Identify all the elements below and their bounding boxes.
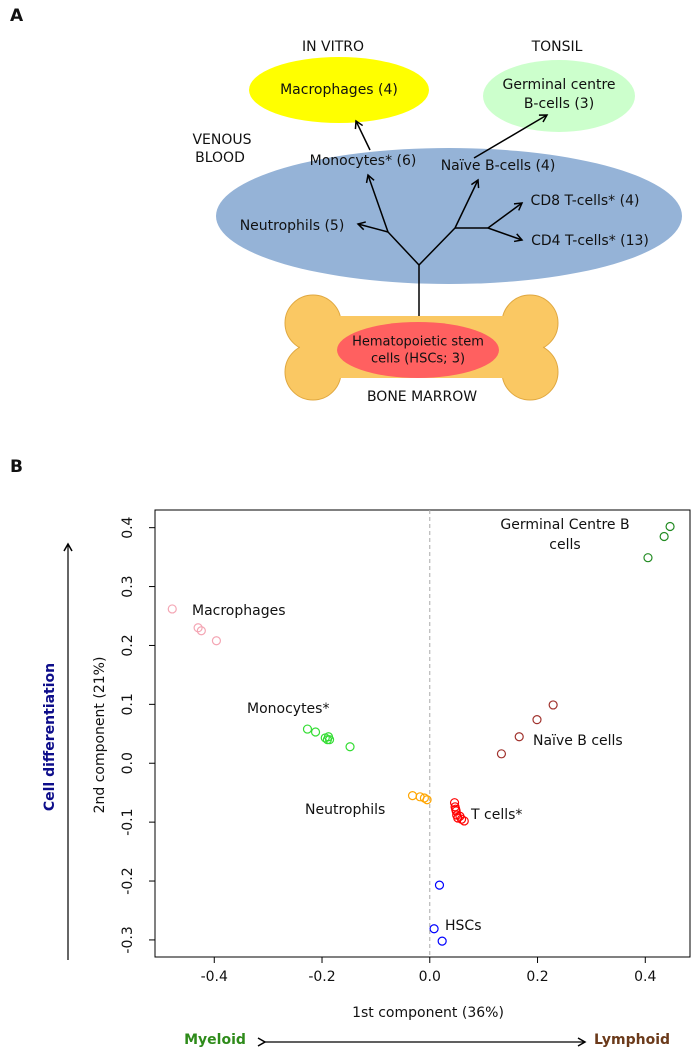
y-tick-label: -0.1 [120, 808, 136, 835]
panel-label: A [10, 6, 24, 26]
y-tick-label: 0.3 [120, 575, 136, 597]
x-tick-label: 0.2 [526, 969, 548, 985]
node-label: Hematopoietic stem [352, 335, 484, 350]
point [167, 604, 177, 614]
point [459, 816, 469, 826]
location-label: VENOUS [192, 132, 251, 148]
in-vitro-region [249, 57, 429, 123]
series-label: Germinal Centre B cells [500, 517, 630, 553]
panel-label: B [10, 457, 23, 477]
x-tick-label: 0.0 [419, 969, 441, 985]
point [345, 742, 355, 752]
node-label: B-cells (3) [524, 96, 594, 112]
node-label: Germinal centre [502, 77, 615, 93]
location-label: IN VITRO [302, 39, 364, 55]
plot-frame [154, 509, 691, 958]
series-label: Neutrophils [305, 802, 385, 818]
point [456, 814, 467, 824]
point [665, 521, 675, 532]
point [302, 724, 313, 734]
point [310, 727, 321, 737]
x-axis-label: 1st component (36%) [352, 1005, 504, 1021]
bottom-label: Lymphoid [594, 1032, 670, 1048]
series-label: T cells* [470, 807, 522, 823]
x-tick-label: -0.4 [201, 969, 228, 985]
series-label: Naïve B cells [533, 733, 623, 749]
point [548, 700, 558, 710]
y-tick-label: 0.1 [120, 693, 136, 715]
lineage-tree [354, 114, 549, 316]
node-label: Naïve B-cells (4) [441, 158, 556, 174]
point [419, 793, 429, 803]
series-label: Macrophages [192, 603, 286, 619]
y-tick-label: 0.2 [120, 634, 136, 656]
node-label: Monocytes* (6) [310, 153, 417, 169]
y-tick-label: -0.2 [120, 867, 136, 894]
point [422, 795, 432, 805]
series-label: HSCs [445, 918, 481, 934]
node-label: Neutrophils (5) [240, 218, 345, 234]
point [643, 553, 653, 563]
node-label: cells (HSCs; 3) [371, 352, 465, 367]
point [434, 880, 445, 890]
side-label: Cell differentiation [42, 663, 58, 811]
point [532, 715, 542, 725]
node-label: CD4 T-cells* (13) [531, 233, 649, 249]
point [437, 936, 447, 946]
node-label: Macrophages (4) [280, 82, 398, 98]
node-label: CD8 T-cells* (4) [531, 193, 640, 209]
venous-blood-region [216, 148, 682, 284]
point [451, 804, 461, 814]
point [496, 749, 507, 759]
y-tick-label: -0.3 [120, 926, 136, 953]
bottom-label: Myeloid [184, 1032, 246, 1048]
y-tick-label: 0.4 [120, 516, 136, 538]
x-tick-label: 0.4 [634, 969, 656, 985]
tonsil-region [483, 60, 635, 132]
location-label: TONSIL [531, 39, 583, 55]
y-tick-label: 0.0 [120, 752, 136, 774]
location-label: BONE MARROW [367, 389, 477, 405]
point [514, 732, 524, 742]
series-label: Monocytes* [247, 701, 329, 717]
point [196, 626, 206, 636]
point [407, 791, 418, 801]
location-label: BLOOD [195, 150, 245, 166]
bone-marrow-region [337, 322, 499, 378]
x-tick-label: -0.2 [308, 969, 335, 985]
point [324, 735, 335, 745]
point [193, 623, 203, 633]
point [659, 531, 669, 542]
y-axis-label: 2nd component (21%) [92, 657, 108, 814]
point [429, 924, 439, 934]
point [211, 636, 222, 646]
